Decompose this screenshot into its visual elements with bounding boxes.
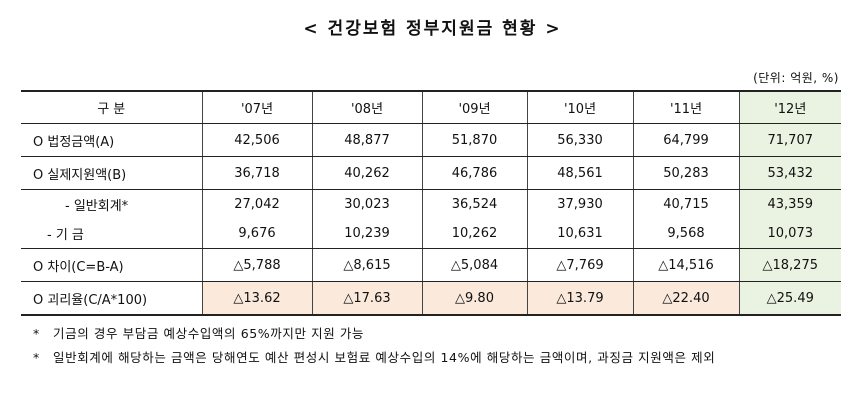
table-cell: 40,715 [632, 189, 739, 219]
table-cell: 10,631 [526, 219, 633, 249]
table-cell: △5,788 [201, 248, 312, 282]
table-row: O 차이(C=B-A) △5,788 △8,615 △5,084 △7,769 … [21, 248, 841, 282]
table-cell: △25.49 [738, 281, 841, 315]
table-cell: 48,561 [526, 156, 633, 190]
table-cell: 50,283 [632, 156, 739, 190]
footnotes: * 기금의 경우 부담금 예상수입액의 65%까지만 지원 가능 * 일반회계에… [33, 322, 843, 370]
row-label: O 괴리율(C/A*100) [33, 292, 148, 308]
row-label: O 차이(C=B-A) [21, 248, 202, 282]
table-row: O 괴리율(C/A*100) △13.62 △17.63 △9.80 △13.7… [21, 281, 841, 315]
table-cell: 9,568 [632, 219, 739, 249]
footnote-mark: * [33, 326, 40, 341]
table-cell: 43,359 [738, 189, 841, 219]
subsidy-table: 구 분 '07년 '08년 '09년 '10년 '11년 '12년 O 법정금액… [21, 90, 841, 316]
table-cell: 42,506 [201, 123, 312, 157]
table-cell: 10,073 [738, 219, 841, 249]
table-cell: 71,707 [738, 123, 841, 157]
table-cell: 37,930 [526, 189, 633, 219]
table-cell: △17.63 [311, 281, 422, 315]
table-cell: △9.80 [421, 281, 527, 315]
table-cell: △5,084 [421, 248, 527, 282]
header-2008: '08년 [311, 91, 422, 124]
table-cell: 56,330 [526, 123, 633, 157]
footnote: * 기금의 경우 부담금 예상수입액의 65%까지만 지원 가능 [33, 322, 843, 346]
footnote-mark: * [33, 350, 40, 365]
table-cell: 53,432 [738, 156, 841, 190]
header-2007: '07년 [201, 91, 312, 124]
row-label: O 실제지원액(B) [21, 156, 202, 190]
table-cell: 27,042 [201, 189, 312, 219]
table-cell: 64,799 [632, 123, 739, 157]
table-cell: 36,718 [201, 156, 312, 190]
table-cell: △18,275 [738, 248, 841, 282]
row-label: - 일반회계* [65, 199, 129, 214]
table-row: O 법정금액(A) 42,506 48,877 51,870 56,330 64… [21, 123, 841, 157]
header-category: 구 분 [21, 91, 202, 124]
table-row: - 기 금 9,676 10,239 10,262 10,631 9,568 1… [21, 219, 841, 249]
header-2012: '12년 [738, 91, 841, 124]
table-cell: △8,615 [311, 248, 422, 282]
table-cell: 40,262 [311, 156, 422, 190]
header-2011: '11년 [632, 91, 739, 124]
table-cell: △13.79 [526, 281, 633, 315]
table-cell: △14,516 [632, 248, 739, 282]
table-cell: 10,262 [421, 219, 527, 249]
table-row: O 실제지원액(B) 36,718 40,262 46,786 48,561 5… [21, 156, 841, 190]
footnote-text: 기금의 경우 부담금 예상수입액의 65%까지만 지원 가능 [53, 326, 365, 341]
header-2010: '10년 [526, 91, 633, 124]
table-cell: 48,877 [311, 123, 422, 157]
table-cell: △22.40 [632, 281, 739, 315]
page-title: < 건강보험 정부지원금 현황 > [303, 19, 562, 39]
row-label: - 기 금 [21, 219, 202, 249]
table-cell: 46,786 [421, 156, 527, 190]
footnote-text: 일반회계에 해당하는 금액은 당해연도 예산 편성시 보험료 예상수입의 14%… [53, 350, 716, 365]
table-cell: 10,239 [311, 219, 422, 249]
table-cell: 36,524 [421, 189, 527, 219]
header-2009: '09년 [421, 91, 527, 124]
table-cell: △7,769 [526, 248, 633, 282]
row-label: O 법정금액(A) [21, 123, 202, 157]
unit-label: (단위: 억원, %) [753, 71, 839, 85]
table-header-row: 구 분 '07년 '08년 '09년 '10년 '11년 '12년 [21, 91, 841, 124]
footnote: * 일반회계에 해당하는 금액은 당해연도 예산 편성시 보험료 예상수입의 1… [33, 346, 843, 370]
table-cell: 51,870 [421, 123, 527, 157]
table-cell: 9,676 [201, 219, 312, 249]
table-cell: 30,023 [311, 189, 422, 219]
table-row: - 일반회계* 27,042 30,023 36,524 37,930 40,7… [21, 189, 841, 219]
table-cell: △13.62 [201, 281, 312, 315]
